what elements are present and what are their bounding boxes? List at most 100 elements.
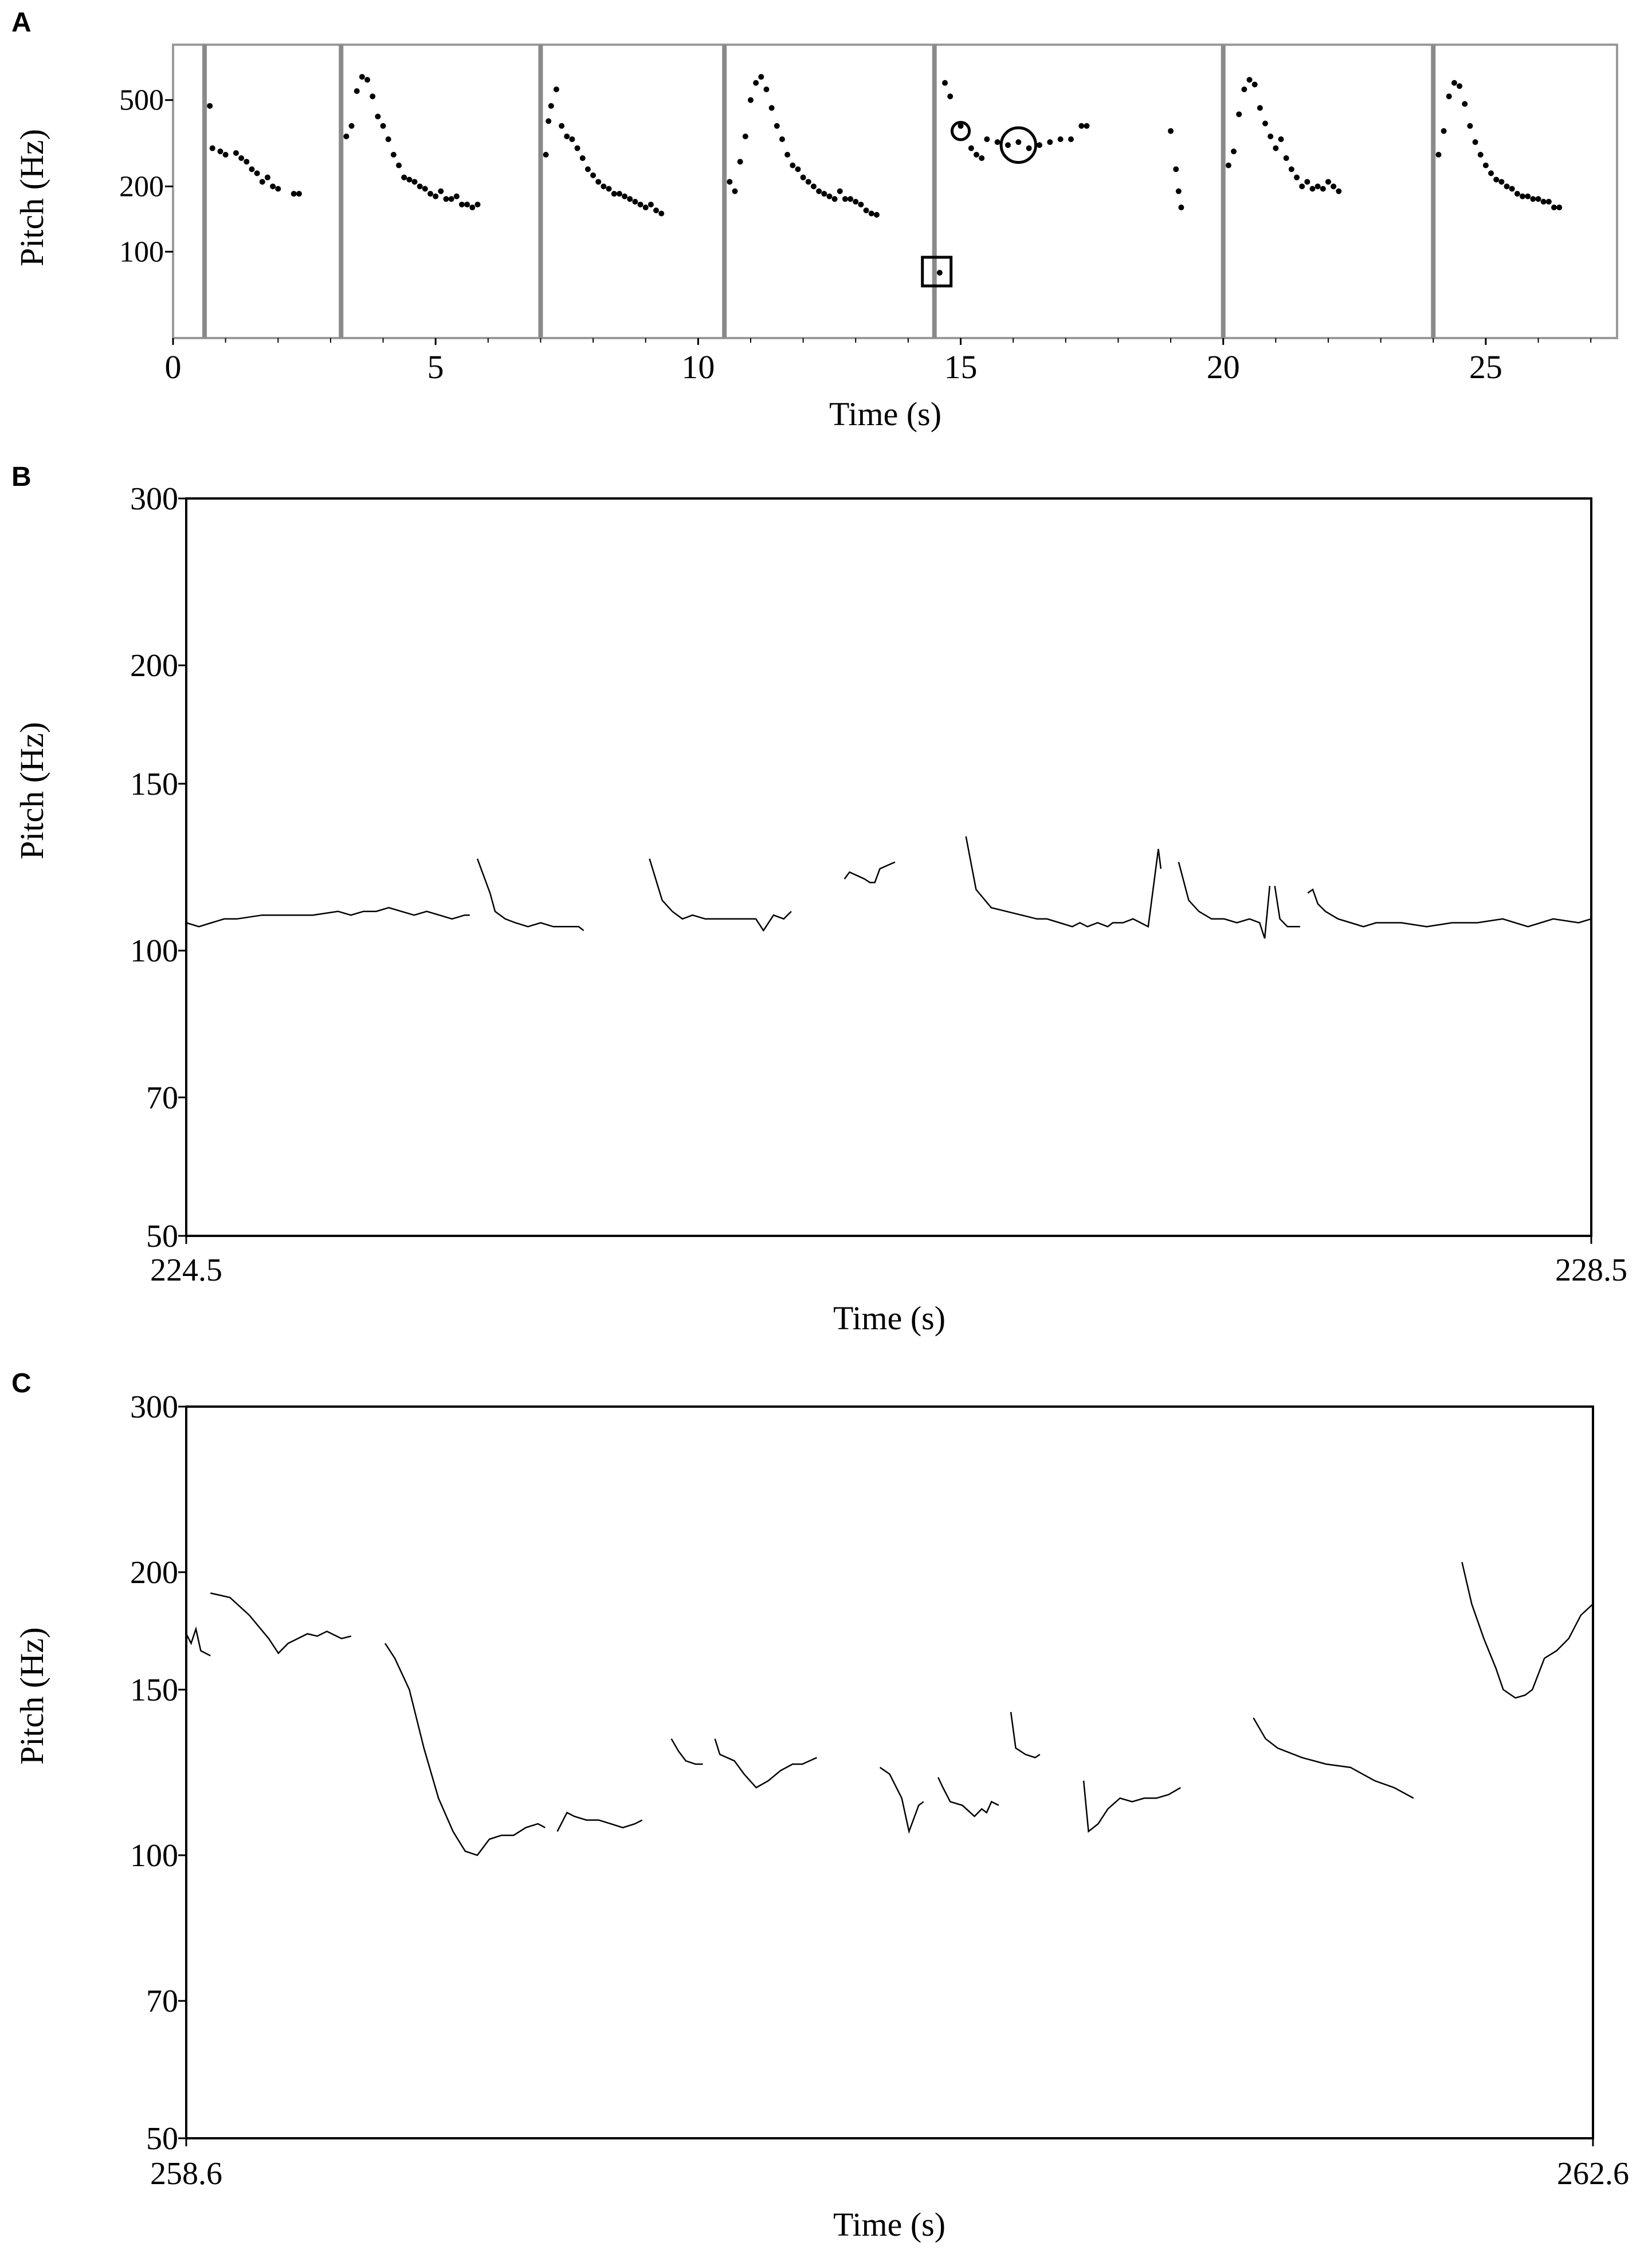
pitch-point	[863, 207, 869, 214]
pitch-point	[1493, 176, 1500, 183]
pitch-contour	[937, 1777, 999, 1817]
pitch-point	[842, 196, 848, 202]
pitch-point	[974, 152, 980, 158]
panel-b: B 50 70 100 150 200 300 224.5 228.5 Time (s) P…	[11, 462, 1627, 1337]
pitch-point	[868, 210, 874, 217]
pitch-point	[763, 87, 770, 93]
pitch-point	[1278, 136, 1284, 142]
pitch-contour	[384, 1643, 546, 1856]
pitch-contour	[186, 906, 470, 928]
pitch-contour	[879, 1766, 924, 1834]
pitch-point	[1457, 83, 1463, 89]
pitch-point	[1535, 196, 1541, 202]
x-tick-label: 224.5	[150, 1252, 222, 1288]
pitch-point	[396, 162, 402, 168]
panel-b-plot-frame	[185, 497, 1592, 1237]
pitch-point	[1504, 183, 1510, 190]
pitch-point	[847, 196, 854, 202]
pitch-point	[1488, 170, 1494, 176]
y-tick-label: 200	[119, 170, 164, 203]
pitch-point	[1551, 205, 1557, 211]
pitch-point	[474, 201, 481, 207]
pitch-point	[1084, 123, 1090, 129]
panel-a-dividers	[202, 45, 1436, 338]
pitch-point	[1268, 133, 1274, 140]
pitch-contour	[965, 836, 1162, 928]
panel-c-y-axis-label: Pitch (Hz)	[13, 1627, 50, 1765]
panel-a-x-ticks: 0 5 10 15 20 25	[165, 338, 1592, 386]
pitch-point	[1057, 136, 1064, 142]
pitch-point	[553, 87, 559, 93]
pitch-point	[459, 201, 465, 207]
pitch-point	[1435, 152, 1442, 158]
y-tick-label: 50	[146, 2121, 178, 2157]
pitch-point	[1545, 199, 1552, 205]
y-tick-label: 50	[146, 1219, 178, 1254]
pitch-point	[1236, 111, 1242, 117]
pitch-point	[1304, 179, 1310, 185]
pitch-point	[264, 174, 270, 180]
panel-b-letter: B	[11, 462, 32, 492]
pitch-point	[569, 136, 575, 142]
pitch-point	[779, 136, 785, 142]
panel-c-plot-frame	[185, 1405, 1594, 2139]
pitch-point	[559, 123, 565, 129]
pitch-point	[958, 123, 964, 129]
x-tick-label: 0	[165, 348, 182, 386]
pitch-point	[1257, 105, 1263, 111]
pitch-point	[1309, 186, 1316, 192]
pitch-point	[438, 188, 444, 194]
pitch-point	[732, 188, 738, 194]
annotation-circle	[950, 121, 971, 142]
pitch-point	[1331, 183, 1337, 190]
panel-b-y-ticks: 50 70 100 150 200 300	[130, 481, 186, 1254]
pitch-point	[627, 196, 633, 202]
pitch-point	[217, 148, 223, 155]
panel-b-y-axis-label: Pitch (Hz)	[13, 722, 50, 859]
pitch-point	[1175, 188, 1182, 194]
pitch-point	[1173, 166, 1179, 172]
pitch-point	[448, 196, 454, 202]
pitch-point	[984, 136, 990, 142]
panel-a-annotations	[921, 121, 1038, 288]
panel-a-y-ticks: 100 200 500	[119, 84, 173, 268]
pitch-point	[1273, 145, 1279, 151]
pitch-contour	[185, 1626, 211, 1656]
pitch-point	[364, 77, 371, 83]
pitch-point	[947, 93, 953, 100]
pitch-point	[642, 205, 649, 211]
pitch-point	[1482, 162, 1489, 168]
pitch-point	[1225, 162, 1231, 168]
pitch-point	[1037, 142, 1042, 148]
pitch-point	[826, 193, 833, 199]
pitch-point	[758, 74, 764, 80]
pitch-contour	[649, 858, 792, 932]
pitch-point	[936, 270, 943, 276]
pitch-contour	[670, 1738, 703, 1765]
pitch-point	[546, 118, 552, 124]
pitch-point	[1231, 148, 1237, 155]
panel-b-pitch-contours	[186, 836, 1592, 939]
pitch-point	[1451, 80, 1457, 86]
pitch-point	[1241, 87, 1247, 93]
pitch-point	[1283, 155, 1289, 161]
pitch-point	[858, 201, 864, 207]
pitch-point	[233, 150, 239, 156]
panel-a-data-points	[207, 74, 1563, 276]
pitch-point	[275, 186, 281, 192]
pitch-point	[1288, 166, 1294, 172]
pitch-point	[653, 207, 660, 214]
y-tick-label: 150	[130, 1672, 178, 1708]
panel-c-letter: C	[11, 1368, 32, 1399]
pitch-point	[385, 136, 391, 142]
pitch-point	[1047, 139, 1053, 146]
panel-b-x-ticks: 224.5 228.5	[150, 1236, 1627, 1288]
pitch-point	[1556, 205, 1563, 211]
pitch-point	[595, 179, 602, 185]
pitch-point	[1246, 77, 1253, 83]
pitch-point	[968, 145, 974, 151]
pitch-contour	[1307, 888, 1592, 928]
panel-c-pitch-contours	[185, 1562, 1594, 1856]
panel-c-x-ticks: 258.6 262.6	[150, 2138, 1629, 2192]
pitch-point	[831, 196, 838, 202]
